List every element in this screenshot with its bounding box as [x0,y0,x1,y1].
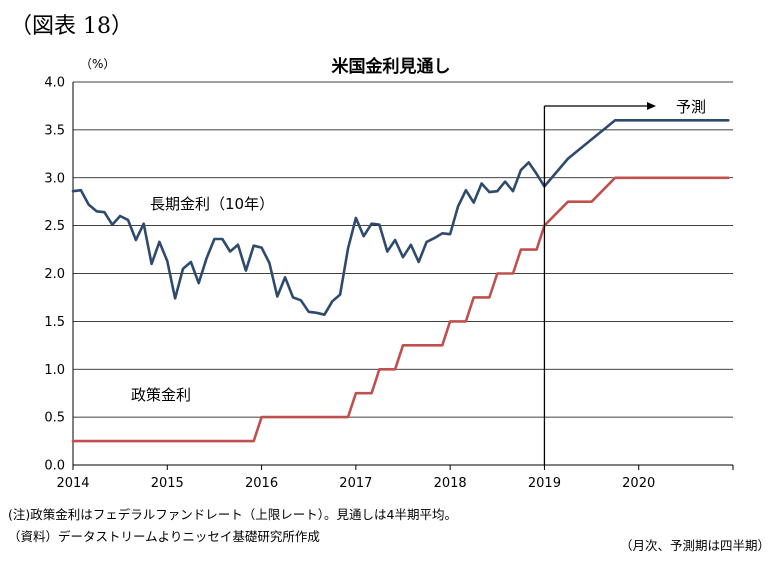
y-tick-label: 0.5 [44,411,65,426]
forecast-marker: 予測 [543,98,706,465]
x-tick-label: 2017 [339,476,372,491]
y-tick-label: 3.0 [44,171,65,186]
x-tick-label: 2019 [528,476,561,491]
y-tick-label: 2.5 [44,219,65,234]
x-tick-label: 2016 [245,476,278,491]
figure-label: （図表 18） [10,14,133,39]
x-axis-ticks: 2014 2015 2016 2017 2018 2019 2020 [56,465,734,491]
series-label-policy: 政策金利 [131,386,191,404]
y-tick-label: 0.0 [44,459,65,474]
x-tick-label: 2018 [434,476,467,491]
y-tick-label: 3.5 [44,123,65,138]
x-tick-label: 2015 [151,476,184,491]
y-tick-label: 4.0 [44,76,65,91]
chart-title: 米国金利見通し [331,57,451,77]
x-tick-label: 2014 [56,476,89,491]
series-line-policy [71,176,730,443]
y-unit-label: （%） [80,57,116,71]
grid-lines [72,81,733,466]
footnote-note: (注)政策金利はフェデラルファンドレート（上限レート）。見通しは4半期平均。 [8,507,457,522]
y-tick-label: 1.5 [44,315,65,330]
y-axis-ticks: 0.0 0.5 1.0 1.5 2.0 2.5 3.0 3.5 4.0 [44,76,65,474]
series-line-long [71,119,730,317]
footnote-source: （資料）データストリームよりニッセイ基礎研究所作成 [8,529,320,544]
series-labels: 長期金利（10年） 政策金利 [131,195,274,404]
forecast-label: 予測 [676,98,706,116]
footnote-period: （月次、予測期は四半期） [619,538,770,553]
y-tick-label: 2.0 [44,267,65,282]
x-tick-label: 2020 [622,476,655,491]
forecast-arrow-head [647,102,656,110]
series-group [71,119,730,443]
y-tick-label: 1.0 [44,363,65,378]
series-label-long: 長期金利（10年） [150,195,274,213]
